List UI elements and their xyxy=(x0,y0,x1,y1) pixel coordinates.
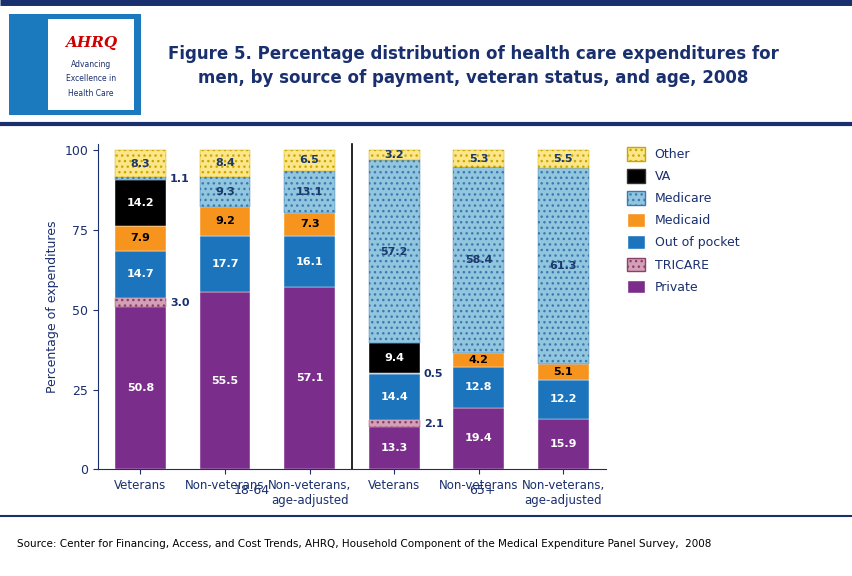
Text: 13.1: 13.1 xyxy=(296,187,323,196)
Text: 7.3: 7.3 xyxy=(299,219,319,229)
Text: 4.2: 4.2 xyxy=(469,355,488,365)
Text: 19.4: 19.4 xyxy=(464,434,492,444)
Text: 18-64: 18-64 xyxy=(233,484,269,497)
Text: 14.7: 14.7 xyxy=(126,270,154,279)
Text: 17.7: 17.7 xyxy=(211,259,239,269)
FancyBboxPatch shape xyxy=(48,20,134,110)
Text: 50.8: 50.8 xyxy=(127,384,154,393)
Bar xyxy=(199,236,250,293)
Text: 5.5: 5.5 xyxy=(553,154,573,164)
Bar xyxy=(538,380,588,419)
Text: AHRQ: AHRQ xyxy=(65,36,117,50)
Text: 9.3: 9.3 xyxy=(215,187,234,196)
Bar xyxy=(453,167,504,353)
Text: Health Care: Health Care xyxy=(68,89,114,97)
Bar xyxy=(115,251,165,298)
Bar xyxy=(115,180,165,226)
Bar xyxy=(284,213,335,236)
Text: 8.3: 8.3 xyxy=(130,158,150,169)
Text: 16.1: 16.1 xyxy=(296,256,323,267)
Text: Figure 5. Percentage distribution of health care expenditures for
men, by source: Figure 5. Percentage distribution of hea… xyxy=(168,46,778,87)
Text: 12.8: 12.8 xyxy=(464,382,492,392)
Text: 3.2: 3.2 xyxy=(384,150,404,160)
Text: 9.2: 9.2 xyxy=(215,216,234,226)
Text: 12.2: 12.2 xyxy=(549,394,577,404)
Text: 57.1: 57.1 xyxy=(296,373,323,384)
Bar xyxy=(453,353,504,367)
Text: Advancing: Advancing xyxy=(71,60,111,69)
Text: 1.1: 1.1 xyxy=(170,173,189,184)
Bar xyxy=(453,367,504,408)
Y-axis label: Percentage of expenditures: Percentage of expenditures xyxy=(46,221,59,393)
Bar xyxy=(199,150,250,177)
Bar xyxy=(368,150,419,160)
Bar xyxy=(453,408,504,469)
Bar xyxy=(284,150,335,171)
Bar xyxy=(115,150,165,177)
Bar xyxy=(453,150,504,167)
Text: 15.9: 15.9 xyxy=(549,439,577,449)
Text: 6.5: 6.5 xyxy=(299,156,319,165)
Bar xyxy=(284,236,335,287)
Text: 57.2: 57.2 xyxy=(380,247,407,256)
Bar xyxy=(538,363,588,380)
Text: 61.3: 61.3 xyxy=(549,261,577,271)
Bar xyxy=(368,343,419,373)
Bar xyxy=(368,420,419,427)
Text: Excellence in: Excellence in xyxy=(66,74,116,84)
Text: 7.9: 7.9 xyxy=(130,233,150,243)
Text: 8.4: 8.4 xyxy=(215,158,234,168)
Text: 5.3: 5.3 xyxy=(469,154,488,164)
Bar xyxy=(538,168,588,363)
Legend: Other, VA, Medicare, Medicaid, Out of pocket, TRICARE, Private: Other, VA, Medicare, Medicaid, Out of po… xyxy=(626,147,739,294)
Bar xyxy=(368,374,419,420)
Bar xyxy=(115,298,165,308)
Text: 55.5: 55.5 xyxy=(211,376,239,386)
Bar xyxy=(199,293,250,469)
Bar xyxy=(284,171,335,213)
Text: Source: Center for Financing, Access, and Cost Trends, AHRQ, Household Component: Source: Center for Financing, Access, an… xyxy=(17,539,711,550)
Text: 14.2: 14.2 xyxy=(126,198,154,208)
Bar xyxy=(538,150,588,168)
Text: 58.4: 58.4 xyxy=(464,255,492,265)
Text: 65+: 65+ xyxy=(468,484,495,497)
FancyBboxPatch shape xyxy=(9,14,141,115)
Text: 0.5: 0.5 xyxy=(423,369,443,378)
Bar xyxy=(115,177,165,180)
Bar xyxy=(199,177,250,207)
Bar xyxy=(199,207,250,236)
Text: 14.4: 14.4 xyxy=(380,392,407,402)
Text: 5.1: 5.1 xyxy=(553,367,573,377)
Bar xyxy=(115,226,165,251)
Bar xyxy=(368,373,419,374)
Bar xyxy=(368,427,419,469)
Bar xyxy=(115,308,165,469)
Text: 3.0: 3.0 xyxy=(170,298,189,308)
Text: 13.3: 13.3 xyxy=(380,443,407,453)
Bar xyxy=(368,160,419,343)
Text: 9.4: 9.4 xyxy=(383,353,404,363)
Text: 2.1: 2.1 xyxy=(423,419,443,429)
Bar xyxy=(538,419,588,469)
Bar xyxy=(284,287,335,469)
